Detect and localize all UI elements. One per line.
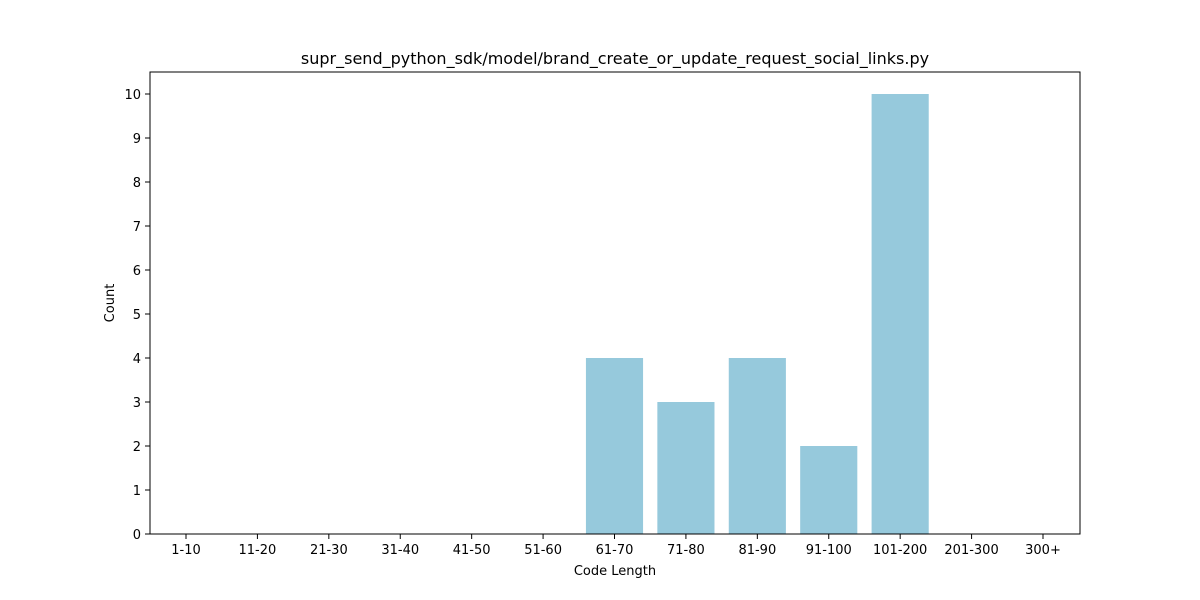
y-tick-label: 6 <box>133 264 141 279</box>
x-tick-label: 91-100 <box>806 543 852 558</box>
x-tick-label: 41-50 <box>453 543 491 558</box>
y-tick-label: 3 <box>133 396 141 411</box>
y-tick-label: 2 <box>133 440 141 455</box>
bar-61-70 <box>585 358 644 534</box>
y-tick-label: 7 <box>133 220 141 235</box>
x-tick-label: 300+ <box>1025 543 1061 558</box>
bar-91-100 <box>800 446 858 534</box>
y-tick-label: 4 <box>133 352 141 367</box>
y-axis-label: Count <box>103 284 118 323</box>
bar-71-80 <box>657 402 715 534</box>
x-tick-label: 31-40 <box>381 543 419 558</box>
x-tick-label: 1-10 <box>171 543 201 558</box>
x-tick-label: 101-200 <box>873 543 927 558</box>
y-tick-label: 0 <box>133 528 141 543</box>
x-axis: 1-10 11-20 21-30 31-40 41-50 51-60 61-70 71-80 8… <box>171 534 1061 558</box>
y-tick-label: 9 <box>133 132 141 147</box>
y-tick-label: 8 <box>133 176 141 191</box>
y-axis: 0 1 2 3 4 5 6 7 8 9 10 <box>124 88 150 543</box>
x-tick-label: 11-20 <box>239 543 277 558</box>
x-axis-label: Code Length <box>574 564 656 579</box>
bar-101-200 <box>871 94 929 534</box>
x-tick-label: 71-80 <box>667 543 705 558</box>
y-tick-label: 5 <box>133 308 141 323</box>
y-tick-label: 10 <box>124 88 141 103</box>
x-tick-label: 21-30 <box>310 543 348 558</box>
x-tick-label: 201-300 <box>944 543 998 558</box>
x-tick-label: 61-70 <box>596 543 634 558</box>
bar-81-90 <box>728 358 786 534</box>
chart-title: supr_send_python_sdk/model/brand_create_… <box>301 49 929 69</box>
bars-group <box>585 94 929 534</box>
x-tick-label: 81-90 <box>738 543 776 558</box>
y-tick-label: 1 <box>133 484 141 499</box>
x-tick-label: 51-60 <box>524 543 562 558</box>
